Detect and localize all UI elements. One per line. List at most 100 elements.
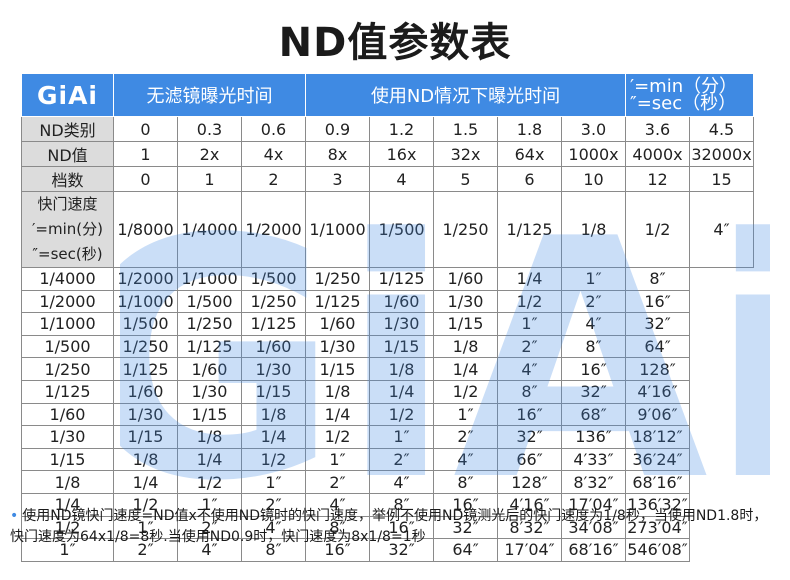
table-cell: 1.5 [433, 116, 498, 142]
shutter-cell: 1/4000 [21, 267, 114, 291]
shutter-cell: 1/250 [21, 357, 114, 381]
logo-text: GiAi [36, 80, 98, 110]
table-cell: 3 [305, 166, 370, 192]
unit-min: ′=min（分） [630, 76, 738, 97]
shutter-cell: 1″ [433, 402, 498, 427]
bullet-icon: • [10, 508, 19, 524]
shutter-cell: 17′04″ [497, 538, 562, 562]
shutter-cell: 1/8 [177, 425, 242, 449]
shutter-cell: 1/30 [369, 312, 434, 336]
shutter-cell: 1/15 [305, 357, 370, 381]
shutter-cell: 1/30 [113, 402, 178, 427]
shutter-cell: 4″ [433, 447, 498, 472]
shutter-row: 1/500 1/250 1/125 1/60 1/30 1/15 1/8 2″ 8″ 64″ [21, 334, 754, 359]
table-cell: 4x [241, 141, 306, 167]
no-filter-header: 无滤镜曝光时间 [113, 73, 306, 117]
shutter-cell: 128″ [497, 470, 562, 494]
shutter-cell: 1″ [497, 312, 562, 336]
shutter-row: 1/2 1″ 2″ 4″ 8″ 16″ 32″ 8′32″ 34′08″ 273′04″ [21, 515, 754, 540]
shutter-cell: 1/30 [305, 334, 370, 359]
shutter-cell: 1/30 [433, 289, 498, 314]
table-cell: 16x [369, 141, 434, 167]
shutter-row: 1/30 1/15 1/8 1/4 1/2 1″ 2″ 32″ 136″ 18′12″ [21, 425, 754, 449]
shutter-cell: 1/8 [241, 402, 306, 427]
shutter-label: 快门速度 ′=min(分) ″=sec(秒) [21, 191, 114, 268]
table-cell: 1000x [561, 141, 626, 167]
shutter-cell: 1/8 [305, 379, 370, 404]
shutter-cell: 128″ [625, 357, 690, 381]
shutter-cell: 2″ [369, 447, 434, 472]
shutter-label-min: ′=min(分) [32, 220, 103, 238]
shutter-cell: 8″ [561, 334, 626, 359]
table-cell: 0.9 [305, 116, 370, 142]
shutter-cell: 273′04″ [625, 515, 690, 540]
shutter-cell: 136″ [561, 425, 626, 449]
table-cell: 5 [433, 166, 498, 192]
shutter-cell: 4′16″ [625, 379, 690, 404]
shutter-cell: 1/4 [369, 379, 434, 404]
table-cell: 2x [177, 141, 242, 167]
shutter-cell: 1/1000 [21, 312, 114, 336]
shutter-row: 快门速度 ′=min(分) ″=sec(秒) 1/8000 1/4000 1/200… [21, 191, 754, 268]
footnote-text: 使用ND镜快门速度=ND值x不使用ND镜时的快门速度，举例不使用ND镜测光后的快… [10, 508, 768, 545]
shutter-cell: 16″ [625, 289, 690, 314]
table-cell: 1 [113, 141, 178, 167]
shutter-cell: 16″ [561, 357, 626, 381]
shutter-cell: 1/8 [433, 334, 498, 359]
shutter-cell: 4′33″ [561, 447, 626, 472]
shutter-cell: 1/4000 [177, 191, 242, 268]
shutter-cell: 1″ [561, 267, 626, 291]
page-title: ND值参数表 [278, 20, 512, 66]
shutter-cell: 1/60 [241, 334, 306, 359]
shutter-cell: 16″ [305, 538, 370, 562]
shutter-cell: 1/2000 [21, 289, 114, 314]
shutter-cell: 546′08″ [625, 538, 690, 562]
shutter-cell: 1/4 [433, 357, 498, 381]
shutter-row: 1″ 2″ 4″ 8″ 16″ 32″ 64″ 17′04″ 68′16″ 546′08″ [21, 538, 754, 562]
shutter-cell: 1/15 [369, 334, 434, 359]
shutter-cell: 9′06″ [625, 402, 690, 427]
shutter-cell: 1/30 [241, 357, 306, 381]
table-cell: 4 [369, 166, 434, 192]
shutter-cell: 32″ [369, 538, 434, 562]
shutter-cell: 4″ [689, 191, 754, 268]
shutter-cell: 32″ [497, 425, 562, 449]
table-cell: 15 [689, 166, 754, 192]
shutter-cell: 1/60 [305, 312, 370, 336]
shutter-cell: 4″ [369, 470, 434, 494]
footnote: • 使用ND镜快门速度=ND值x不使用ND镜时的快门速度，举例不使用ND镜测光后的… [10, 506, 780, 548]
shutter-cell: 1/250 [433, 191, 498, 268]
shutter-cell: 1/2 [113, 492, 178, 517]
shutter-cell: 8′32″ [561, 470, 626, 494]
shutter-cell: 1/4 [305, 402, 370, 427]
shutter-cell: 1/125 [497, 191, 562, 268]
shutter-cell: 68″ [561, 402, 626, 427]
shutter-cell: 1/60 [177, 357, 242, 381]
shutter-cell: 2″ [433, 425, 498, 449]
shutter-cell: 1/2000 [113, 267, 178, 291]
shutter-cell: 1/2 [305, 425, 370, 449]
nd-type-label: ND类别 [21, 116, 114, 142]
shutter-cell: 1/125 [113, 357, 178, 381]
shutter-cell: 1/500 [21, 334, 114, 359]
shutter-cell: 1/250 [177, 312, 242, 336]
shutter-cell: 1/500 [177, 289, 242, 314]
table-cell: 2 [241, 166, 306, 192]
table-cell: 8x [305, 141, 370, 167]
shutter-label-sec: ″=sec(秒) [32, 245, 103, 263]
shutter-cell: 1/4 [177, 447, 242, 472]
shutter-cell: 1/8000 [113, 191, 178, 268]
table-cell: 1 [177, 166, 242, 192]
table-cell: 4.5 [689, 116, 754, 142]
shutter-cell: 1/15 [21, 447, 114, 472]
shutter-cell: 34′08″ [561, 515, 626, 540]
shutter-cell: 1″ [21, 538, 114, 562]
shutter-cell: 1″ [305, 447, 370, 472]
shutter-cell: 1/60 [113, 379, 178, 404]
nd-value-label: ND值 [21, 141, 114, 167]
shutter-cell: 36′24″ [625, 447, 690, 472]
shutter-cell: 1/125 [369, 267, 434, 291]
shutter-cell: 1/15 [241, 379, 306, 404]
shutter-cell: 8″ [497, 379, 562, 404]
shutter-cell: 1/60 [433, 267, 498, 291]
